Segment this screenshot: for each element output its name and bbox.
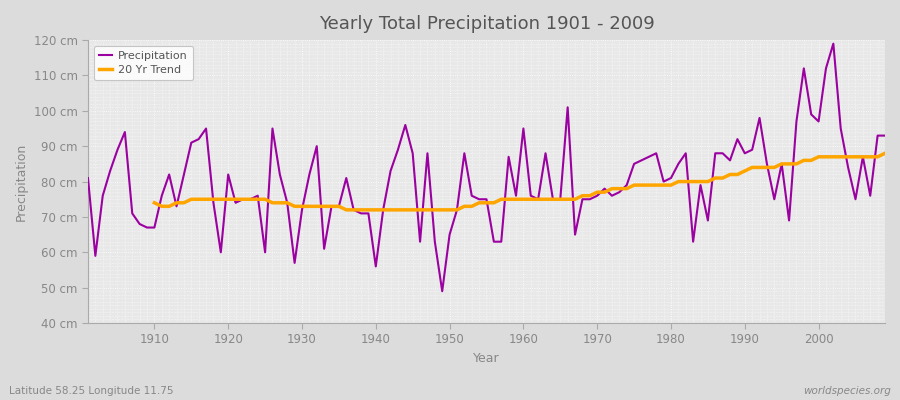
20 Yr Trend (592, 190, 603, 194)
Precipitation (348, 208, 359, 212)
Precipitation (436, 289, 447, 294)
Line: 20 Yr Trend: 20 Yr Trend (155, 153, 885, 210)
20 Yr Trend (341, 208, 352, 212)
20 Yr Trend (850, 154, 861, 159)
Precipitation (828, 41, 839, 46)
20 Yr Trend (533, 197, 544, 202)
Title: Yearly Total Precipitation 1901 - 2009: Yearly Total Precipitation 1901 - 2009 (319, 15, 654, 33)
20 Yr Trend (319, 204, 329, 209)
Text: Latitude 58.25 Longitude 11.75: Latitude 58.25 Longitude 11.75 (9, 386, 174, 396)
Precipitation (614, 190, 625, 194)
Precipitation (141, 225, 152, 230)
X-axis label: Year: Year (473, 352, 500, 365)
Precipitation (518, 126, 529, 131)
20 Yr Trend (879, 151, 890, 156)
Precipitation (83, 176, 94, 180)
Precipitation (526, 193, 536, 198)
Text: worldspecies.org: worldspecies.org (803, 386, 891, 396)
Precipitation (304, 172, 315, 177)
Y-axis label: Precipitation: Precipitation (15, 142, 28, 221)
20 Yr Trend (828, 154, 839, 159)
Line: Precipitation: Precipitation (88, 44, 885, 291)
20 Yr Trend (289, 204, 300, 209)
20 Yr Trend (149, 200, 160, 205)
Precipitation (879, 133, 890, 138)
Legend: Precipitation, 20 Yr Trend: Precipitation, 20 Yr Trend (94, 46, 194, 80)
